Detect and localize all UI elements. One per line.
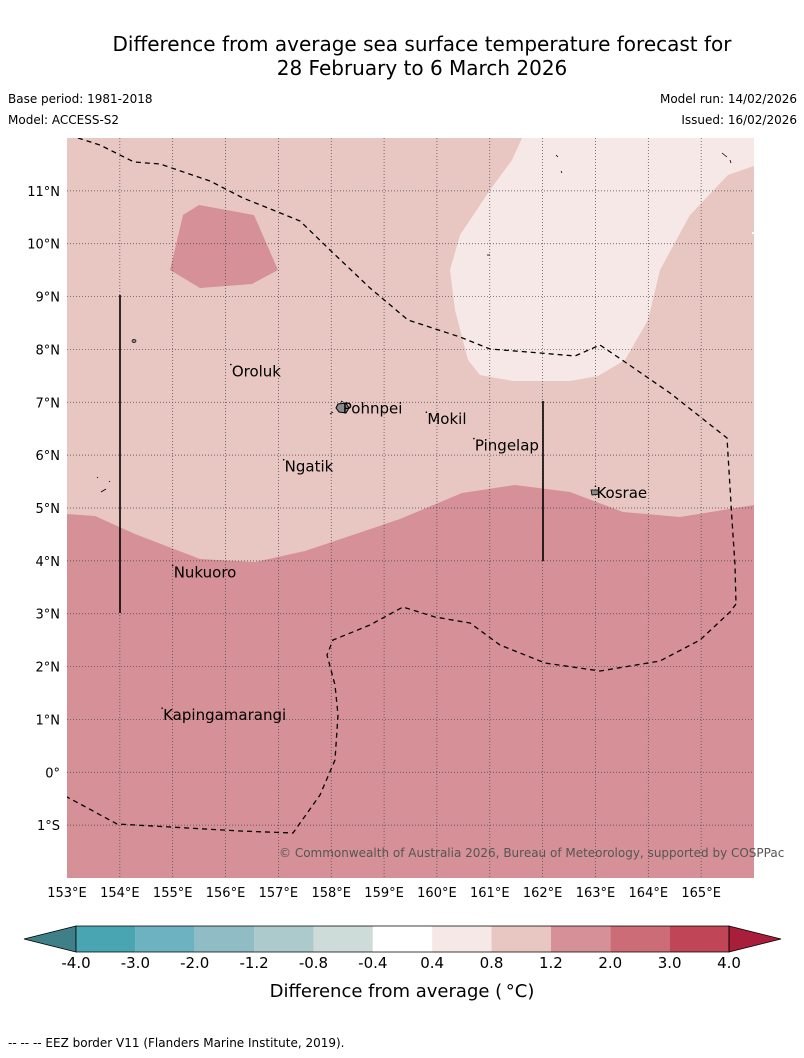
map-area [67,138,754,878]
lon-tick-label: 165°E [681,886,721,901]
colorbar-bin [669,926,729,952]
place-marker [473,437,475,440]
lon-tick-label: 157°E [259,886,299,901]
base-period: Base period: 1981-2018 [8,92,153,106]
lat-tick-label: 0° [45,766,60,781]
lon-tick-label: 155°E [153,886,193,901]
colorbar-extend-high [728,925,782,953]
model-name: Model: ACCESS-S2 [8,113,120,127]
lon-tick-label: 156°E [206,886,246,901]
lat-tick-label: 11°N [27,185,60,200]
colorbar-bin [491,926,551,952]
chart-title-line1: Difference from average sea surface temp… [112,32,732,56]
colorbar-bin [313,926,373,952]
place-label-pingelap: Pingelap [475,437,539,455]
lat-tick-label: 7°N [36,396,61,411]
copyright-text: © Commonwealth of Australia 2026, Bureau… [279,846,784,860]
colorbar-tick-label: 4.0 [717,954,741,972]
latitude-tick-labels: 11°N 10°N 9°N 8°N 7°N 6°N 5°N 4°N 3°N 2°N 1°N 0° 1°S [27,185,60,834]
eez-border-north [77,138,737,605]
lat-tick-label: 9°N [36,291,61,306]
colorbar-tick-label: 2.0 [598,954,622,972]
place-marker [341,400,343,403]
lat-tick-label: 2°N [36,661,61,676]
pohnpei-island [335,402,350,414]
chart-title-line2: 28 February to 6 March 2026 [276,56,568,80]
lat-tick-label: 4°N [36,555,61,570]
lat-tick-label: 5°N [36,502,61,517]
issued-date: Issued: 16/02/2026 [681,113,797,127]
colorbar-tick-label: 3.0 [658,954,682,972]
colorbar-tick-label: 1.2 [539,954,563,972]
colorbar-tick-label: -0.8 [299,954,328,972]
lon-tick-label: 160°E [417,886,457,901]
anomaly-band-1-2-2-0-south [67,485,754,878]
place-marker [425,411,428,413]
lat-tick-label: 1°N [36,713,61,728]
colorbar-bin [610,926,670,952]
small-islet [131,339,137,343]
place-label-mokil: Mokil [427,410,466,428]
colorbar-tick-label: -1.2 [239,954,268,972]
lon-tick-label: 158°E [311,886,351,901]
colorbar-tick-label: -3.0 [121,954,150,972]
colorbar-bin [135,926,195,952]
place-marker [171,564,174,567]
colorbar-extend-low [23,925,77,953]
islands [96,152,732,496]
eez-border-south [67,603,737,834]
colorbar [23,925,782,953]
lon-tick-label: 154°E [100,886,140,901]
colorbar-bin [432,926,492,952]
eez-legend-text: -- -- -- EEZ border V11 (Flanders Marine… [8,1036,345,1050]
place-label-kapingamarangi: Kapingamarangi [163,706,286,724]
place-marker [230,363,232,366]
colorbar-tick-label: 0.8 [480,954,504,972]
lon-tick-label: 164°E [629,886,669,901]
place-label-pohnpei: Pohnpei [343,400,403,418]
colorbar-bin [372,926,433,952]
colorbar-tick-label: 0.4 [420,954,444,972]
place-label-kosrae: Kosrae [596,484,647,502]
colorbar-bin [76,926,136,952]
place-label-nukuoro: Nukuoro [174,563,237,581]
lat-tick-label: 8°N [36,343,61,358]
place-marker [282,458,285,461]
colorbar-tick-label: -0.4 [358,954,387,972]
place-label-oroluk: Oroluk [232,363,281,381]
lon-tick-label: 159°E [364,886,404,901]
anomaly-band-0-4-0-8 [450,138,754,381]
lon-tick-label: 162°E [523,886,563,901]
longitude-tick-labels: 153°E 154°E 155°E 156°E 157°E 158°E 159°E 160°E… [47,886,721,901]
place-marker [161,707,163,709]
lon-tick-label: 153°E [47,886,87,901]
place-label-ngatik: Ngatik [285,458,334,476]
lat-tick-label: 6°N [36,449,61,464]
chart-title: Difference from average sea surface temp… [0,32,804,80]
place-marker [594,485,597,487]
place-labels: Oroluk Pohnpei Mokil Pingelap Ngatik Kosrae Nu… [161,363,647,724]
colorbar-bin [254,926,314,952]
colorbar-bin [550,926,611,952]
colorbar-tick-label: -4.0 [61,954,90,972]
lon-tick-label: 161°E [470,886,510,901]
colorbar-bin [194,926,255,952]
lat-tick-label: 10°N [27,238,60,253]
kosrae-island [590,489,600,496]
lat-tick-label: 1°S [37,819,60,834]
model-run: Model run: 14/02/2026 [659,92,797,106]
colorbar-tick-labels: -4.0 -3.0 -2.0 -1.2 -0.8 -0.4 0.4 0.8 1.2 2.0 3.0 4… [61,954,741,972]
colorbar-label: Difference from average ( °C) [270,981,535,1002]
anomaly-band-1-2-2-0-north [170,205,278,288]
lon-tick-label: 163°E [576,886,616,901]
colorbar-tick-label: -2.0 [180,954,209,972]
eez-borders [67,138,737,834]
lat-tick-label: 3°N [36,608,61,623]
